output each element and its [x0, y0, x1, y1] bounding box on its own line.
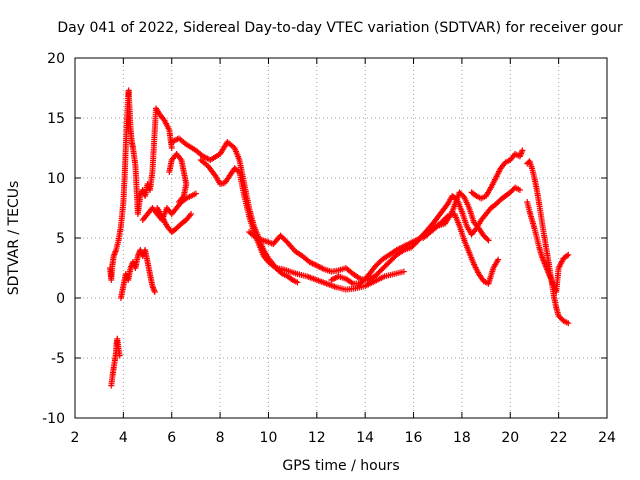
y-tick-label: 5: [56, 231, 65, 247]
data-point: [116, 352, 123, 359]
series-track-m: [524, 158, 572, 327]
x-tick-label: 12: [308, 430, 326, 446]
x-tick-label: 24: [598, 430, 616, 446]
y-axis-label: SDTVAR / TECUs: [6, 181, 22, 296]
data-point: [516, 187, 523, 193]
y-tick-labels: -10 -5 0 5 10 15 20: [42, 51, 65, 427]
x-tick-label: 16: [405, 430, 423, 446]
data-point: [168, 145, 175, 151]
series-track-f: [166, 151, 190, 205]
x-axis-label: GPS time / hours: [282, 458, 399, 474]
data-point: [175, 199, 182, 205]
x-tick-label: 4: [119, 430, 128, 446]
chart-title: Day 041 of 2022, Sidereal Day-to-day VTE…: [57, 20, 623, 36]
series-track-c: [117, 247, 158, 301]
data-point: [443, 202, 450, 209]
x-tick-label: 2: [71, 430, 80, 446]
data-point: [519, 147, 526, 154]
data-point: [485, 237, 492, 244]
data-point: [564, 252, 571, 259]
series-track-i: [246, 184, 523, 283]
series-track-b: [107, 87, 175, 283]
data-point: [192, 190, 199, 197]
x-tick-label: 10: [260, 430, 278, 446]
series-track-n: [524, 199, 572, 295]
y-tick-label: 20: [47, 51, 65, 67]
data-point: [294, 279, 301, 286]
series-track-j: [328, 211, 502, 287]
x-tick-label: 22: [550, 430, 568, 446]
series-track-e: [154, 205, 195, 235]
data-point: [565, 251, 572, 258]
x-tick-label: 8: [216, 430, 225, 446]
y-tick-label: 10: [47, 171, 65, 187]
data-point: [151, 289, 158, 295]
data-point: [484, 236, 491, 243]
x-tick-label: 18: [453, 430, 471, 446]
series-track-g: [168, 135, 301, 286]
data-point: [495, 256, 502, 263]
series-track-l: [468, 147, 526, 202]
data-point: [188, 211, 195, 217]
x-tick-labels: 2 4 6 8 10 12 14 16 18 20 22 24: [71, 430, 616, 446]
data-point: [565, 320, 572, 327]
data-point: [211, 171, 218, 178]
data-point: [400, 268, 407, 275]
series-track-k: [420, 189, 492, 244]
axis-ticks: [74, 57, 608, 419]
series-track-h: [197, 157, 407, 293]
x-tick-label: 6: [167, 430, 176, 446]
data-points: [107, 87, 572, 389]
x-tick-label: 14: [356, 430, 374, 446]
y-tick-label: -10: [42, 411, 65, 427]
series-track-a: [108, 335, 123, 389]
y-tick-label: 15: [47, 111, 65, 127]
y-tick-label: 0: [56, 291, 65, 307]
y-tick-label: -5: [51, 351, 65, 367]
x-tick-label: 20: [501, 430, 519, 446]
